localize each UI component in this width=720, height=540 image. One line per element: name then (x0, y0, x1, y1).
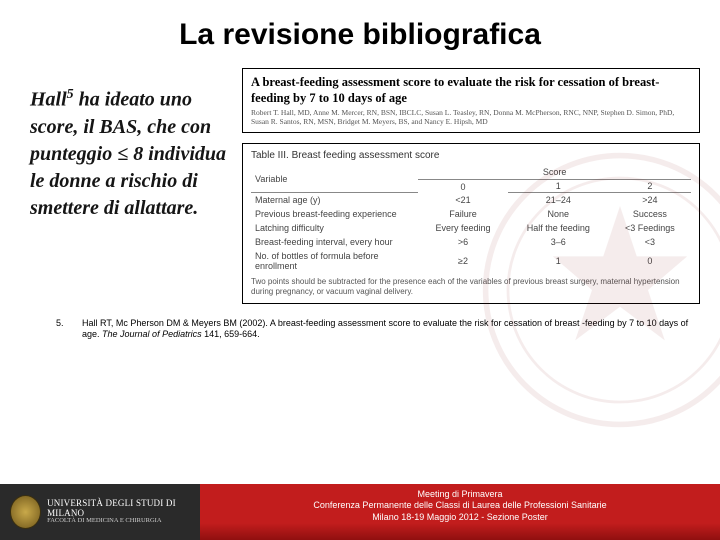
table-row: Previous breast-feeding experienceFailur… (251, 207, 691, 221)
footer-logo-block: UNIVERSITÀ DEGLI STUDI DI MILANO FACOLTÀ… (0, 484, 200, 540)
cell-score-0: <21 (418, 193, 508, 208)
university-seal-icon (10, 495, 41, 529)
cell-score-1: 3–6 (508, 235, 609, 249)
bas-table: Variable Score 0 1 2 Maternal age (y)<21… (251, 165, 691, 273)
score-0: 0 (418, 180, 508, 193)
footer-line1: Meeting di Primavera (220, 489, 700, 500)
cell-score-0: >6 (418, 235, 508, 249)
cell-score-2: >24 (609, 193, 691, 208)
table-row: No. of bottles of formula before enrollm… (251, 249, 691, 273)
figure-table-box: Table III. Breast feeding assessment sco… (242, 143, 700, 304)
university-name: UNIVERSITÀ DEGLI STUDI DI MILANO (47, 499, 200, 518)
table-row: Maternal age (y)<2121–24>24 (251, 193, 691, 208)
figure-header-box: A breast-feeding assessment score to eva… (242, 68, 700, 133)
content-area: Hall5 ha ideato uno score, il BAS, che c… (0, 58, 720, 304)
footer-line2: Conferenza Permanente delle Classi di La… (220, 500, 700, 511)
cell-score-2: <3 Feedings (609, 221, 691, 235)
reference: 5. Hall RT, Mc Pherson DM & Meyers BM (2… (0, 304, 720, 340)
body-paragraph: Hall5 ha ideato uno score, il BAS, che c… (30, 68, 230, 304)
row-label: Latching difficulty (251, 221, 418, 235)
cell-score-2: <3 (609, 235, 691, 249)
cell-score-2: Success (609, 207, 691, 221)
footer: UNIVERSITÀ DEGLI STUDI DI MILANO FACOLTÀ… (0, 484, 720, 540)
figure-authors: Robert T. Hall, MD, Anne M. Mercer, RN, … (251, 108, 691, 126)
footer-line3: Milano 18-19 Maggio 2012 - Sezione Poste… (220, 512, 700, 523)
table-row: Latching difficultyEvery feedingHalf the… (251, 221, 691, 235)
row-label: Previous breast-feeding experience (251, 207, 418, 221)
cell-score-1: Half the feeding (508, 221, 609, 235)
cell-score-0: ≥2 (418, 249, 508, 273)
figures-column: A breast-feeding assessment score to eva… (242, 68, 700, 304)
row-label: No. of bottles of formula before enrollm… (251, 249, 418, 273)
reference-number: 5. (56, 318, 82, 340)
row-label: Breast-feeding interval, every hour (251, 235, 418, 249)
cell-score-2: 0 (609, 249, 691, 273)
reference-text: Hall RT, Mc Pherson DM & Meyers BM (2002… (82, 318, 690, 340)
score-2: 2 (609, 180, 691, 193)
figure-title: A breast-feeding assessment score to eva… (251, 75, 691, 106)
body-sup: 5 (67, 87, 74, 102)
footer-conference: Meeting di Primavera Conferenza Permanen… (200, 484, 720, 540)
cell-score-1: None (508, 207, 609, 221)
cell-score-1: 21–24 (508, 193, 609, 208)
table-footnote: Two points should be subtracted for the … (251, 277, 691, 297)
row-label: Maternal age (y) (251, 193, 418, 208)
cell-score-1: 1 (508, 249, 609, 273)
th-variable: Variable (251, 165, 418, 193)
page-title: La revisione bibliografica (0, 0, 720, 58)
table-row: Breast-feeding interval, every hour>63–6… (251, 235, 691, 249)
cell-score-0: Every feeding (418, 221, 508, 235)
score-1: 1 (508, 180, 609, 193)
ref-post: 141, 659-664. (202, 329, 260, 339)
university-text: UNIVERSITÀ DEGLI STUDI DI MILANO FACOLTÀ… (47, 499, 200, 525)
table-caption: Table III. Breast feeding assessment sco… (251, 150, 691, 161)
body-prefix: Hall (30, 89, 67, 111)
th-score: Score (418, 165, 691, 180)
ref-journal: The Journal of Pediatrics (102, 329, 202, 339)
cell-score-0: Failure (418, 207, 508, 221)
faculty-name: FACOLTÀ DI MEDICINA E CHIRURGIA (47, 518, 200, 525)
